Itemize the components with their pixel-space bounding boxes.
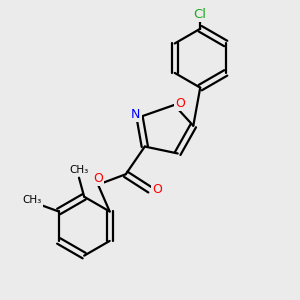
Text: CH₃: CH₃: [69, 165, 88, 175]
Text: O: O: [176, 97, 185, 110]
Text: O: O: [153, 183, 163, 196]
Text: N: N: [131, 108, 140, 121]
Text: CH₃: CH₃: [22, 195, 42, 206]
Text: Cl: Cl: [194, 8, 207, 21]
Text: O: O: [93, 172, 103, 185]
